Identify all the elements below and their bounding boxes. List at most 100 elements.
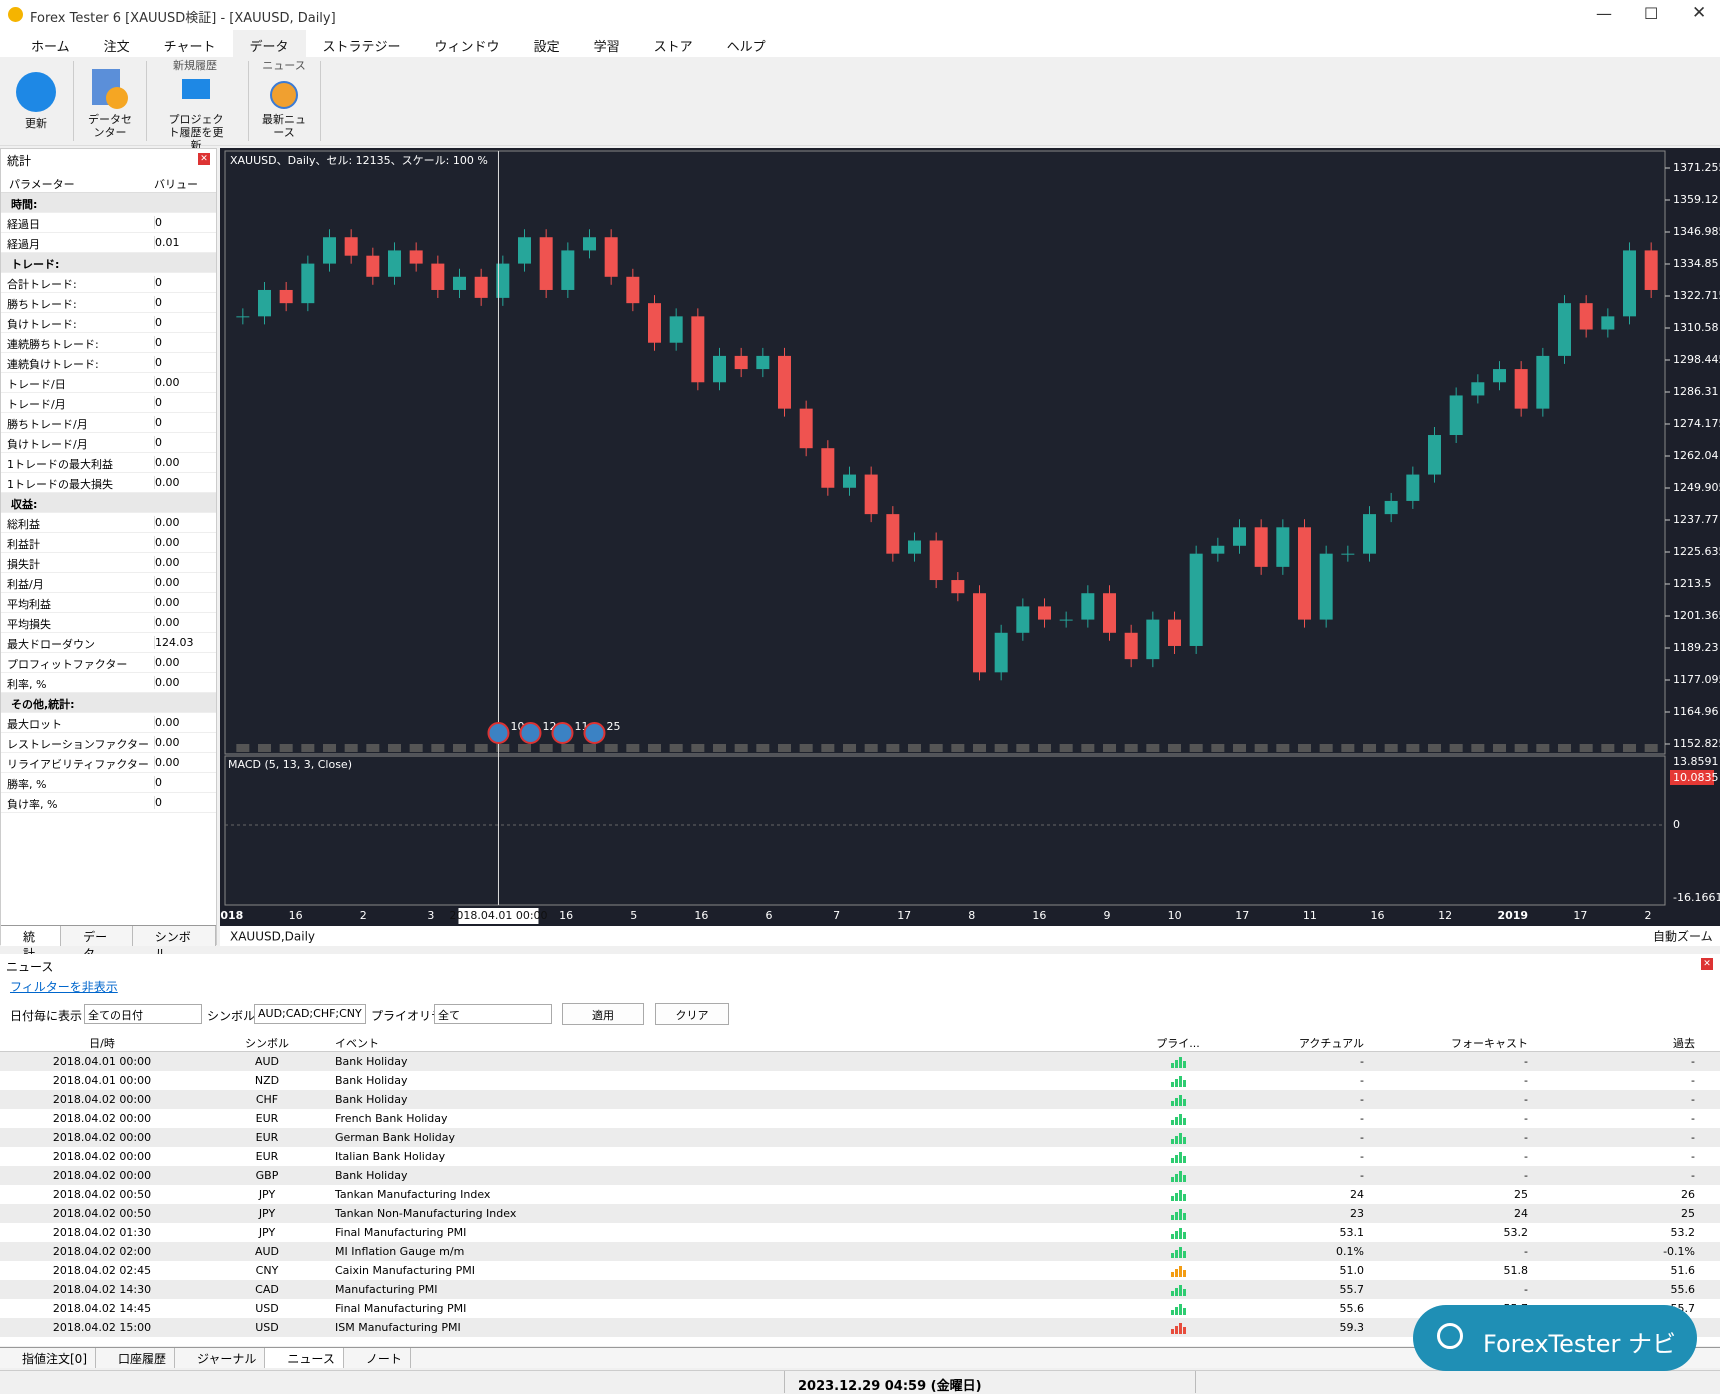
news-row[interactable]: 2018.04.02 00:50 JPY Tankan Non-Manufactur…: [0, 1204, 1720, 1223]
chart-tab[interactable]: XAUUSD,Daily: [230, 930, 315, 944]
column-header[interactable]: プライ...: [1156, 1037, 1200, 1050]
project-icon[interactable]: [182, 79, 210, 99]
news-cell: -: [1360, 1169, 1364, 1182]
priority-bar: [1175, 1288, 1178, 1296]
stats-row: 総利益 0.00: [1, 513, 216, 533]
volume: [1319, 744, 1333, 752]
param-label: 連続勝ちトレード:: [7, 338, 99, 351]
news-cell: USD: [255, 1321, 279, 1334]
column-header[interactable]: フォーキャスト: [1451, 1037, 1528, 1050]
news-row[interactable]: 2018.04.02 02:00 AUD MI Inflation Gauge m/…: [0, 1242, 1720, 1261]
news-row[interactable]: 2018.04.02 14:30 CAD Manufacturing PMI 55.7…: [0, 1280, 1720, 1299]
menu-tab[interactable]: データ: [232, 30, 306, 57]
menu-tab[interactable]: ホーム: [31, 40, 70, 55]
param-value: 0.00: [154, 536, 180, 549]
param-label: 勝ちトレード/月: [7, 418, 88, 431]
filter-link[interactable]: フィルターを非表示: [10, 980, 118, 994]
news-row[interactable]: 2018.04.02 01:30 JPY Final Manufacturing P…: [0, 1223, 1720, 1242]
maximize[interactable]: ☐: [1644, 4, 1659, 23]
news-cell: Bank Holiday: [335, 1055, 408, 1068]
news-cell: Final Manufacturing PMI: [335, 1302, 467, 1315]
param-label: 利率, %: [7, 678, 47, 691]
param-value: 0: [154, 776, 162, 789]
panel-tab[interactable]: シンボル: [133, 926, 216, 961]
project-label[interactable]: プロジェクト履歴を更新: [168, 113, 224, 152]
apply-button[interactable]: 適用: [562, 1003, 644, 1025]
priority-bar: [1183, 1156, 1186, 1163]
navi-button[interactable]: ForexTester ナビ: [1413, 1305, 1697, 1371]
news-row[interactable]: 2018.04.02 00:00 GBP Bank Holiday - - -: [0, 1166, 1720, 1185]
close[interactable]: ✕: [1692, 3, 1707, 23]
param-label: 損失計: [7, 558, 40, 571]
x-tick-label: 16: [559, 909, 573, 922]
news-row[interactable]: 2018.04.02 00:00 CHF Bank Holiday - - -: [0, 1090, 1720, 1109]
event-icon[interactable]: [583, 722, 606, 744]
event-icon[interactable]: [519, 722, 542, 744]
bottom-tab[interactable]: ジャーナル: [175, 1348, 266, 1368]
priority-bar: [1183, 1080, 1186, 1087]
column-header[interactable]: イベント: [335, 1037, 379, 1050]
news-row[interactable]: 2018.04.02 00:00 EUR German Bank Holiday - -…: [0, 1128, 1720, 1147]
news-cell: 24: [1350, 1188, 1364, 1201]
menu-tab[interactable]: ヘルプ: [726, 40, 766, 55]
column-header[interactable]: シンボル: [245, 1037, 289, 1050]
menu-tab[interactable]: ストア: [653, 40, 693, 55]
volume: [778, 744, 791, 752]
news-row[interactable]: 2018.04.02 00:00 EUR French Bank Holiday - -…: [0, 1109, 1720, 1128]
panel-tab[interactable]: データ: [61, 926, 133, 961]
menu-tab[interactable]: ストラテジー: [322, 40, 401, 55]
stats-row: トレード/月 0: [1, 393, 216, 413]
menu-tab[interactable]: ウィンドウ: [434, 40, 500, 55]
news-cell: French Bank Holiday: [335, 1112, 448, 1125]
column-header[interactable]: 日/時: [89, 1037, 115, 1050]
panel-close[interactable]: ✕: [198, 153, 210, 165]
news-cell: USD: [255, 1302, 279, 1315]
update-label[interactable]: 更新: [25, 117, 47, 130]
news-label[interactable]: 最新ニュース: [262, 113, 306, 139]
bottom-tab[interactable]: 指値注文[0]: [0, 1348, 96, 1368]
news-row[interactable]: 2018.04.02 02:45 CNY Caixin Manufacturing …: [0, 1261, 1720, 1280]
minimize[interactable]: —: [1596, 4, 1612, 23]
menu-tab[interactable]: 設定: [533, 40, 560, 55]
bottom-tab[interactable]: 口座履歴: [96, 1348, 176, 1368]
datacenter-label[interactable]: データセンター: [88, 113, 132, 139]
news-row[interactable]: 2018.04.02 00:00 EUR Italian Bank Holiday -…: [0, 1147, 1720, 1166]
column-header[interactable]: アクチュアル: [1298, 1037, 1364, 1050]
news-row[interactable]: 2018.04.02 14:45 USD Final Manufacturing P…: [0, 1299, 1720, 1318]
symbol-select[interactable]: AUD;CAD;CHF;CNY: [254, 1004, 366, 1024]
news-row[interactable]: 2018.04.02 00:50 JPY Tankan Manufacturing …: [0, 1185, 1720, 1204]
news-cell: EUR: [255, 1112, 279, 1125]
y-tick-label: 1213.5: [1673, 577, 1712, 590]
news-cell: 53.1: [1339, 1226, 1365, 1239]
news-icon[interactable]: [270, 81, 298, 109]
bottom-tab[interactable]: ニュース: [265, 1348, 344, 1368]
clear-button[interactable]: クリア: [655, 1003, 729, 1025]
navi-label[interactable]: ForexTester ナビ: [1483, 1330, 1677, 1358]
bottom-tab[interactable]: ノート: [344, 1348, 411, 1368]
news-cell: Final Manufacturing PMI: [335, 1226, 467, 1239]
candle: [561, 250, 575, 290]
menu-tab[interactable]: 学習: [593, 40, 620, 55]
stats-panel: 統計 ✕ パラメーター バリュー 時間: 経過日 0 経過月 0.01 トレード: 合計トレード…: [0, 148, 217, 961]
panel-tab[interactable]: 統計: [1, 926, 62, 961]
column-header[interactable]: 過去: [1673, 1037, 1695, 1050]
separator: [146, 61, 147, 141]
news-row[interactable]: 2018.04.01 00:00 AUD Bank Holiday - - -: [0, 1052, 1720, 1071]
zoom-label[interactable]: 自動ズーム: [1653, 929, 1713, 944]
panel-close[interactable]: ✕: [1701, 958, 1713, 970]
priority-select[interactable]: 全て: [434, 1004, 552, 1024]
event-icon[interactable]: [551, 722, 574, 744]
event-icon[interactable]: [487, 722, 510, 744]
priority-bar: [1183, 1270, 1186, 1277]
window-title: Forex Tester 6 [XAUUSD検証] - [XAUUSD, Dai…: [30, 11, 336, 26]
priority-bar: [1171, 1329, 1174, 1334]
date-select[interactable]: 全ての日付: [84, 1004, 202, 1024]
stats-row: その他,統計:: [1, 693, 216, 713]
param-value: 0.00: [154, 596, 180, 609]
update-icon[interactable]: [16, 72, 56, 112]
candle: [821, 448, 835, 488]
menu-tab[interactable]: 注文: [103, 40, 130, 55]
news-row[interactable]: 2018.04.01 00:00 NZD Bank Holiday - - -: [0, 1071, 1720, 1090]
volume: [994, 744, 1008, 752]
menu-tab[interactable]: チャート: [163, 40, 216, 55]
